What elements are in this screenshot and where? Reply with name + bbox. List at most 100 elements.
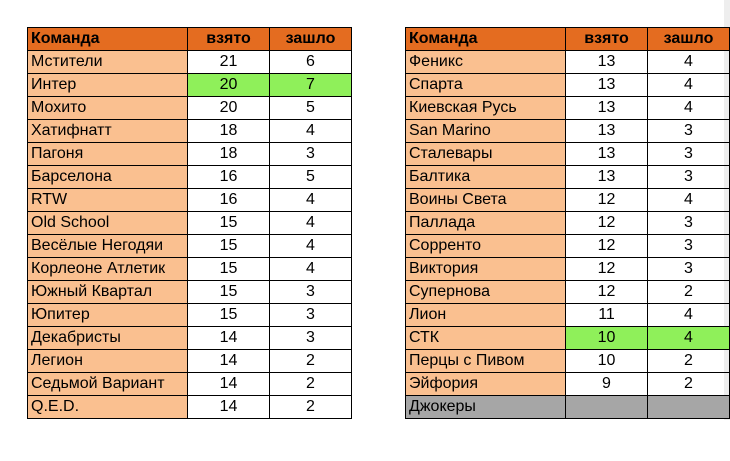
taken-cell: 12: [565, 257, 648, 281]
taken-cell: 12: [565, 234, 648, 258]
taken-cell: 15: [187, 303, 270, 327]
header-scored: зашло: [269, 27, 352, 51]
table-row: Весёлые Негодяи 15 4: [27, 234, 352, 258]
team-cell: Спарта: [405, 73, 566, 97]
scored-cell: 6: [269, 50, 352, 74]
results-table-right: Команда взято зашло Феникс 13 4 Спарта 13 4 Ки…: [405, 27, 730, 419]
taken-cell: 18: [187, 142, 270, 166]
taken-cell: 12: [565, 280, 648, 304]
taken-cell: 20: [187, 73, 270, 97]
scored-cell: 4: [647, 96, 730, 120]
taken-cell: 16: [187, 165, 270, 189]
table-row: СТК 10 4: [405, 326, 730, 350]
team-cell: СТК: [405, 326, 566, 350]
header-team: Команда: [27, 27, 188, 51]
table-row: Воины Света 12 4: [405, 188, 730, 212]
table-row: Эйфория 9 2: [405, 372, 730, 396]
table-header-row: Команда взято зашло: [27, 27, 352, 51]
header-scored: зашло: [647, 27, 730, 51]
scored-cell: 4: [269, 211, 352, 235]
results-table-left: Команда взято зашло Мстители 21 6 Интер 20 7 М…: [27, 27, 352, 419]
taken-cell: 13: [565, 73, 648, 97]
team-cell: Корлеоне Атлетик: [27, 257, 188, 281]
taken-cell: 13: [565, 96, 648, 120]
scored-cell: 2: [647, 280, 730, 304]
table-row: Q.E.D. 14 2: [27, 395, 352, 419]
scored-cell: [647, 395, 730, 419]
taken-cell: 13: [565, 142, 648, 166]
taken-cell: 20: [187, 96, 270, 120]
taken-cell: 10: [565, 326, 648, 350]
taken-cell: 13: [565, 119, 648, 143]
team-cell: Весёлые Негодяи: [27, 234, 188, 258]
table-row: Феникс 13 4: [405, 50, 730, 74]
scored-cell: 5: [269, 96, 352, 120]
team-cell: Воины Света: [405, 188, 566, 212]
scored-cell: 4: [269, 234, 352, 258]
team-cell: Южный Квартал: [27, 280, 188, 304]
team-cell: Легион: [27, 349, 188, 373]
scored-cell: 2: [647, 349, 730, 373]
team-cell: Виктория: [405, 257, 566, 281]
scored-cell: 4: [269, 257, 352, 281]
team-cell: Декабристы: [27, 326, 188, 350]
scored-cell: 4: [647, 188, 730, 212]
table-row: Седьмой Вариант 14 2: [27, 372, 352, 396]
scored-cell: 3: [269, 142, 352, 166]
team-cell: Юпитер: [27, 303, 188, 327]
team-cell: Интер: [27, 73, 188, 97]
team-cell: San Marino: [405, 119, 566, 143]
taken-cell: 18: [187, 119, 270, 143]
taken-cell: 14: [187, 326, 270, 350]
taken-cell: 14: [187, 372, 270, 396]
scored-cell: 7: [269, 73, 352, 97]
scored-cell: 4: [269, 119, 352, 143]
taken-cell: 15: [187, 280, 270, 304]
table-row: Сорренто 12 3: [405, 234, 730, 258]
team-cell: Лион: [405, 303, 566, 327]
scored-cell: 2: [269, 395, 352, 419]
table-row: Легион 14 2: [27, 349, 352, 373]
table-row: San Marino 13 3: [405, 119, 730, 143]
scored-cell: 4: [647, 326, 730, 350]
table-row: Хатифнатт 18 4: [27, 119, 352, 143]
team-cell: Супернова: [405, 280, 566, 304]
team-cell: Мстители: [27, 50, 188, 74]
scored-cell: 3: [647, 211, 730, 235]
table-row: Перцы с Пивом 10 2: [405, 349, 730, 373]
table-row: Декабристы 14 3: [27, 326, 352, 350]
team-cell: Балтика: [405, 165, 566, 189]
team-cell: Пагоня: [27, 142, 188, 166]
taken-cell: 13: [565, 165, 648, 189]
taken-cell: 21: [187, 50, 270, 74]
table-row: Сталевары 13 3: [405, 142, 730, 166]
table-row: Балтика 13 3: [405, 165, 730, 189]
table-row: Джокеры: [405, 395, 730, 419]
team-cell: Эйфория: [405, 372, 566, 396]
scored-cell: 3: [269, 280, 352, 304]
table-row: Киевская Русь 13 4: [405, 96, 730, 120]
taken-cell: 13: [565, 50, 648, 74]
table-row: Барселона 16 5: [27, 165, 352, 189]
scored-cell: 4: [647, 50, 730, 74]
table-header-row: Команда взято зашло: [405, 27, 730, 51]
scored-cell: 3: [647, 165, 730, 189]
table-row: Мохито 20 5: [27, 96, 352, 120]
header-taken: взято: [565, 27, 648, 51]
team-cell: Джокеры: [405, 395, 566, 419]
team-cell: Барселона: [27, 165, 188, 189]
taken-cell: 16: [187, 188, 270, 212]
team-cell: Сталевары: [405, 142, 566, 166]
taken-cell: 9: [565, 372, 648, 396]
taken-cell: 10: [565, 349, 648, 373]
team-cell: Седьмой Вариант: [27, 372, 188, 396]
team-cell: Хатифнатт: [27, 119, 188, 143]
table-row: Спарта 13 4: [405, 73, 730, 97]
table-row: Южный Квартал 15 3: [27, 280, 352, 304]
table-row: Интер 20 7: [27, 73, 352, 97]
table-row: Паллада 12 3: [405, 211, 730, 235]
team-cell: Киевская Русь: [405, 96, 566, 120]
taken-cell: 12: [565, 211, 648, 235]
scored-cell: 4: [647, 73, 730, 97]
scored-cell: 3: [647, 234, 730, 258]
